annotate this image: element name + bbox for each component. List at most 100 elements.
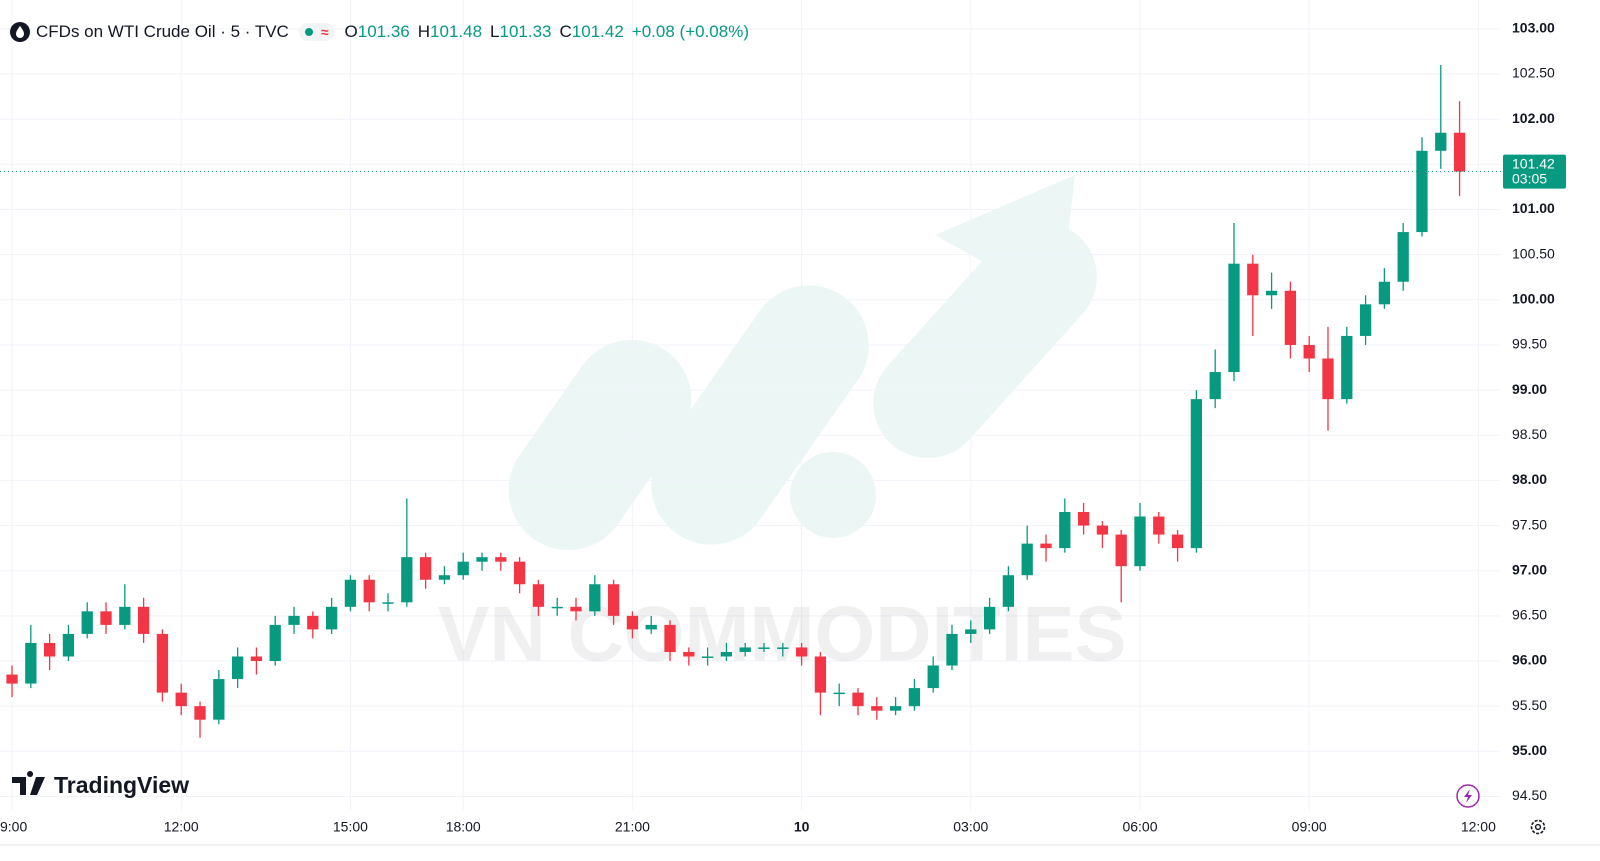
candle-body — [589, 584, 601, 612]
change-value: +0.08 (+0.08%) — [631, 22, 749, 41]
open-label: O — [344, 22, 358, 41]
candle — [1190, 390, 1203, 553]
y-tick-label: 98.00 — [1512, 471, 1547, 487]
candle — [231, 647, 244, 689]
candle — [664, 620, 676, 662]
candle — [6, 665, 18, 698]
icon-bolt — [1464, 789, 1472, 803]
candle-body — [664, 624, 676, 652]
candle — [570, 597, 582, 621]
candle — [983, 597, 996, 634]
candle-body — [645, 624, 657, 630]
x-tick-label: 15:00 — [333, 819, 368, 835]
candle — [43, 633, 56, 671]
candle — [1096, 521, 1109, 549]
candle — [645, 615, 657, 634]
candle-body — [965, 629, 977, 634]
x-tick-label: 9:00 — [0, 819, 27, 835]
candle-body — [513, 561, 526, 585]
candle — [833, 683, 845, 707]
candle-body — [137, 606, 150, 634]
candle-body — [814, 656, 827, 693]
candle — [401, 498, 413, 607]
candle — [194, 701, 206, 738]
candle — [1228, 223, 1240, 382]
candle — [1416, 137, 1428, 237]
last-price-badge — [1503, 154, 1566, 189]
y-tick-label: 103.00 — [1512, 20, 1555, 36]
candle — [495, 552, 507, 571]
candle — [607, 579, 620, 625]
candle-body — [457, 561, 469, 576]
x-tick-label: 03:00 — [953, 819, 988, 835]
candle-body — [532, 584, 545, 607]
candle — [1378, 268, 1391, 309]
candle — [965, 620, 977, 643]
close-label: C — [559, 22, 572, 41]
gear-hub — [1534, 823, 1542, 831]
y-tick-label: 97.50 — [1512, 516, 1547, 532]
candle — [683, 647, 695, 666]
candle — [250, 647, 263, 675]
candle — [325, 597, 338, 634]
candle-body — [720, 651, 733, 657]
candle — [382, 593, 394, 612]
candle — [927, 656, 939, 693]
candle-body — [1397, 232, 1409, 282]
symbol-icon — [10, 22, 30, 42]
candle — [363, 575, 375, 612]
candle — [288, 606, 300, 634]
candle — [119, 584, 131, 630]
candle-body — [6, 674, 18, 684]
candle-body — [81, 611, 93, 634]
candle — [1284, 281, 1297, 359]
tv-logo: TradingView — [12, 771, 189, 798]
x-tick-label: 12:00 — [164, 819, 199, 835]
y-tick-label: 95.00 — [1512, 742, 1547, 758]
candle-body — [1190, 399, 1203, 549]
gear-ring — [1530, 819, 1546, 835]
x-tick-label: 21:00 — [615, 819, 650, 835]
x-tick-label: 12:00 — [1461, 819, 1496, 835]
candle-body — [1040, 543, 1052, 549]
candle — [1341, 326, 1353, 404]
y-tick-label: 98.50 — [1512, 426, 1547, 442]
candle-body — [363, 579, 375, 603]
candle-body — [382, 602, 394, 604]
candle — [1209, 349, 1221, 409]
candle-body — [43, 642, 56, 657]
candle-body — [307, 615, 319, 630]
candle — [1171, 530, 1184, 562]
candle-body — [739, 647, 751, 652]
candle-body — [62, 633, 75, 657]
candle-body — [1416, 150, 1428, 233]
settings-icon — [1530, 819, 1546, 835]
candle-body — [683, 651, 695, 657]
candle-body — [1435, 132, 1447, 151]
candle — [1303, 335, 1315, 373]
candle-body — [175, 692, 187, 707]
candle-body — [1209, 372, 1221, 400]
candle-body — [1096, 525, 1109, 535]
candle — [795, 642, 808, 666]
candle — [1247, 254, 1259, 336]
candle — [137, 597, 150, 643]
candle — [269, 615, 281, 666]
candle-body — [551, 606, 563, 609]
high-label: H — [417, 22, 431, 41]
candle-body — [570, 606, 582, 612]
candle-body — [607, 584, 620, 616]
candle — [1453, 101, 1466, 196]
candle — [908, 679, 921, 711]
candle — [100, 602, 112, 634]
tv-logo-icon — [12, 771, 45, 795]
candle — [626, 611, 639, 639]
candle-body — [758, 647, 770, 649]
y-tick-label: 101.00 — [1512, 200, 1555, 216]
candle-body — [908, 688, 921, 707]
legend-header: CFDs on WTI Crude Oil · 5 · TVC ≈ O 101.3… — [10, 20, 749, 44]
candle — [739, 642, 751, 657]
candle — [438, 566, 451, 585]
